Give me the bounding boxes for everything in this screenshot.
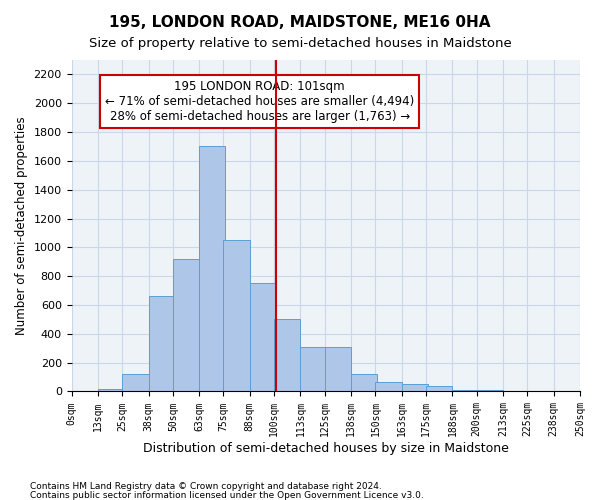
Bar bbox=[325, 347, 351, 392]
Bar bbox=[402, 384, 428, 392]
Text: 195, LONDON ROAD, MAIDSTONE, ME16 0HA: 195, LONDON ROAD, MAIDSTONE, ME16 0HA bbox=[109, 15, 491, 30]
Bar bbox=[503, 391, 529, 392]
Bar bbox=[98, 388, 124, 392]
X-axis label: Distribution of semi-detached houses by size in Maidstone: Distribution of semi-detached houses by … bbox=[143, 442, 509, 455]
Bar bbox=[173, 259, 199, 392]
Bar bbox=[223, 240, 250, 392]
Text: Contains public sector information licensed under the Open Government Licence v3: Contains public sector information licen… bbox=[30, 490, 424, 500]
Text: 195 LONDON ROAD: 101sqm
← 71% of semi-detached houses are smaller (4,494)
28% of: 195 LONDON ROAD: 101sqm ← 71% of semi-de… bbox=[105, 80, 414, 123]
Bar bbox=[149, 296, 175, 392]
Bar bbox=[122, 374, 149, 392]
Y-axis label: Number of semi-detached properties: Number of semi-detached properties bbox=[15, 116, 28, 335]
Bar bbox=[476, 390, 503, 392]
Bar bbox=[250, 284, 276, 392]
Bar bbox=[274, 320, 301, 392]
Text: Size of property relative to semi-detached houses in Maidstone: Size of property relative to semi-detach… bbox=[89, 38, 511, 51]
Text: Contains HM Land Registry data © Crown copyright and database right 2024.: Contains HM Land Registry data © Crown c… bbox=[30, 482, 382, 491]
Bar bbox=[452, 390, 479, 392]
Bar bbox=[426, 386, 452, 392]
Bar bbox=[301, 347, 327, 392]
Bar bbox=[376, 382, 402, 392]
Bar bbox=[199, 146, 226, 392]
Bar bbox=[351, 374, 377, 392]
